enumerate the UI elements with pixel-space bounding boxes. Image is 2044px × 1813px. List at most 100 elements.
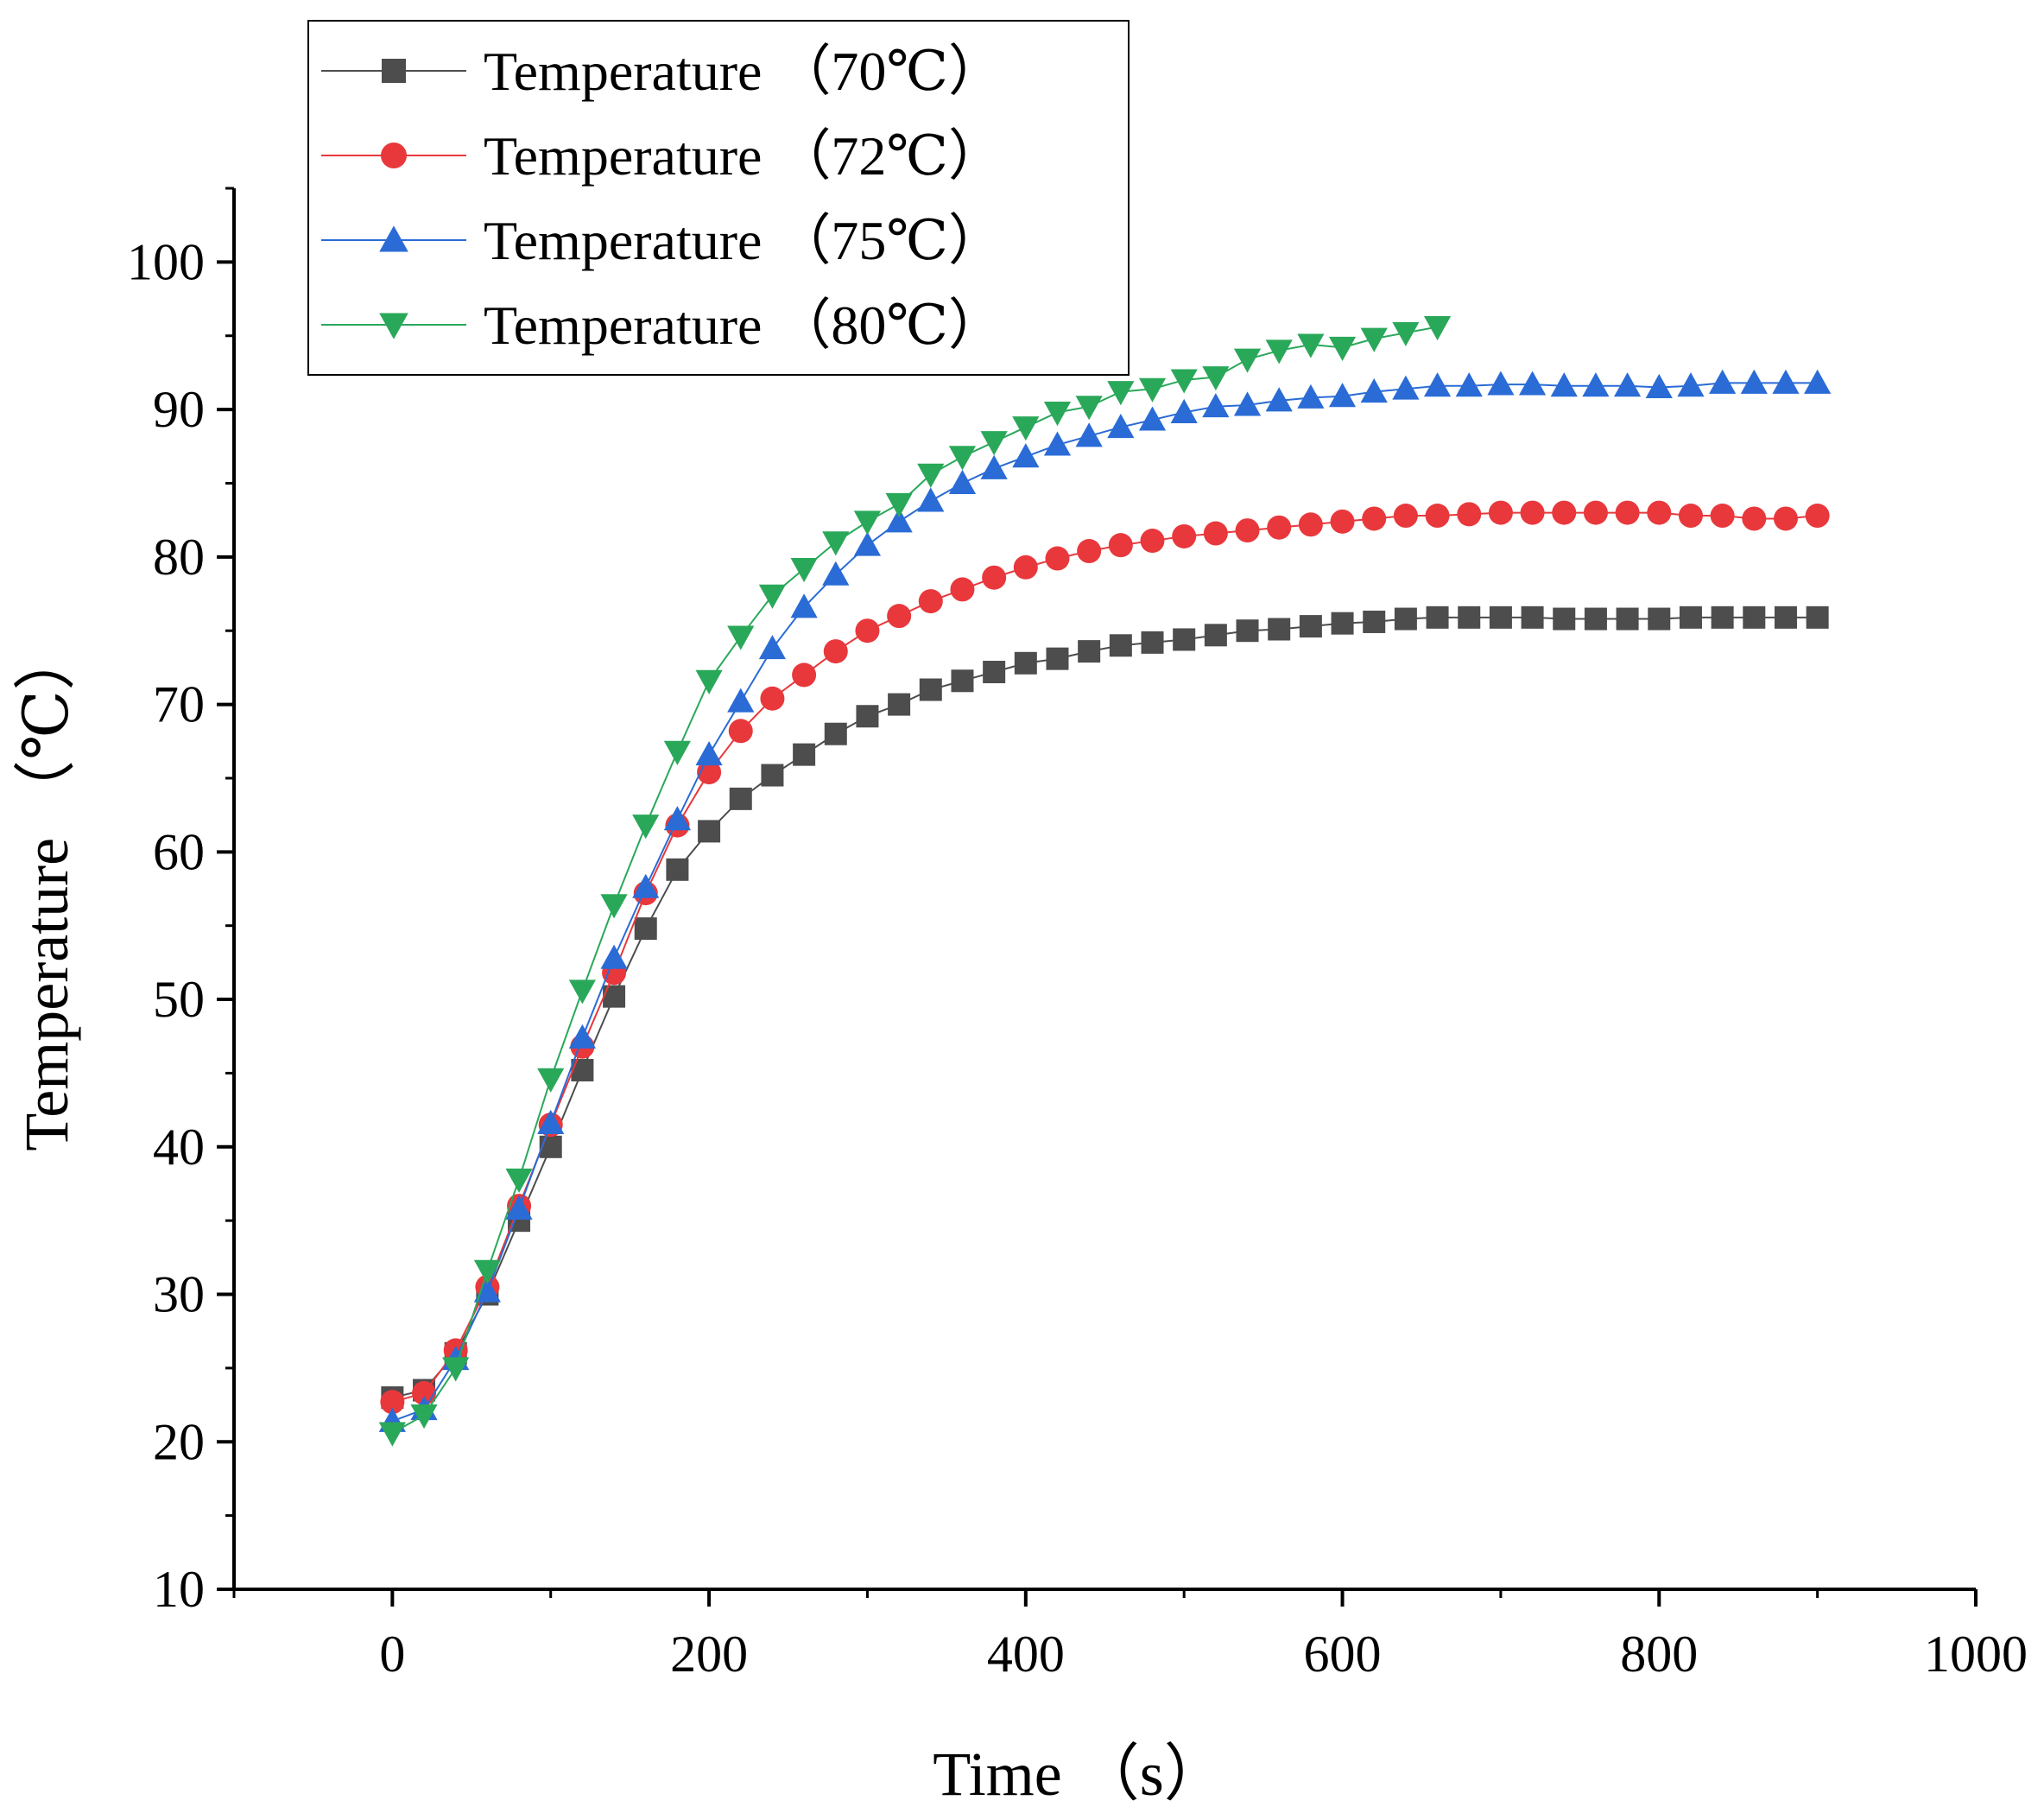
data-point (634, 917, 657, 941)
data-point (1043, 402, 1072, 427)
data-point (1328, 336, 1357, 361)
data-point (885, 492, 913, 517)
data-point (632, 815, 660, 840)
data-point (505, 1168, 533, 1193)
data-point (1518, 371, 1547, 396)
data-point (855, 618, 880, 643)
series-layer (378, 316, 1832, 1447)
data-point (980, 431, 1008, 456)
series-3 (378, 316, 1452, 1447)
x-axis-title: Time （s） (933, 1740, 1225, 1809)
data-point (603, 985, 626, 1008)
legend-label: Temperature （75℃） (484, 210, 1003, 271)
data-point (1109, 634, 1132, 657)
data-point (1330, 509, 1355, 534)
data-point (1141, 631, 1164, 654)
data-point (663, 740, 692, 765)
legend-marker (379, 225, 408, 252)
data-point (537, 1068, 565, 1093)
data-point (917, 463, 945, 488)
x-tick-label: 600 (1304, 1626, 1382, 1683)
data-point (1236, 619, 1259, 643)
data-point (1550, 372, 1578, 397)
data-point (1202, 393, 1230, 418)
data-point (1806, 605, 1829, 629)
data-point (1138, 406, 1167, 431)
data-point (1107, 413, 1135, 439)
data-point (758, 584, 787, 609)
data-point (1487, 371, 1515, 396)
data-point (951, 669, 974, 693)
data-point (1520, 500, 1545, 525)
series-2 (378, 369, 1832, 1432)
data-point (505, 1195, 533, 1220)
data-point (1742, 506, 1767, 531)
data-point (790, 558, 818, 583)
y-tick-label: 80 (153, 529, 205, 586)
data-point (1331, 612, 1354, 635)
data-point (727, 688, 755, 713)
data-point (442, 1357, 470, 1382)
data-point (1614, 372, 1642, 397)
data-point (1363, 610, 1386, 633)
data-point (568, 979, 596, 1005)
data-point (568, 1024, 596, 1049)
data-point (982, 565, 1007, 590)
data-point (666, 858, 689, 881)
data-point (856, 705, 879, 728)
y-tick-label: 90 (153, 381, 205, 438)
data-point (1393, 504, 1418, 529)
data-point (853, 531, 882, 556)
data-point (473, 1277, 501, 1303)
data-point (790, 593, 818, 618)
data-point (853, 510, 882, 536)
data-point (410, 1404, 438, 1429)
x-tick-label: 200 (670, 1626, 748, 1683)
data-point (1426, 605, 1449, 629)
data-point (792, 662, 817, 688)
data-point (1584, 607, 1607, 631)
data-point (1489, 605, 1512, 629)
data-point (1583, 500, 1608, 525)
data-point (1392, 321, 1420, 346)
data-point (950, 577, 975, 602)
x-tick-label: 800 (1620, 1626, 1698, 1683)
x-tick-label: 400 (987, 1626, 1065, 1683)
data-point (1140, 529, 1165, 554)
series-line (392, 616, 1818, 1399)
data-point (948, 469, 977, 494)
data-point (1202, 366, 1230, 391)
data-point (1360, 378, 1388, 403)
data-point (1265, 339, 1293, 365)
data-point (1553, 607, 1576, 631)
data-point (1235, 518, 1260, 543)
y-tick-label: 100 (127, 233, 205, 290)
legend-marker (382, 59, 406, 83)
legend-marker (381, 143, 407, 168)
data-point (729, 787, 752, 810)
series-line (392, 511, 1818, 1404)
data-point (1709, 369, 1737, 394)
data-point (539, 1135, 562, 1158)
data-point (1233, 391, 1262, 416)
data-point (917, 487, 945, 512)
legend-label: Temperature （80℃） (484, 295, 1003, 356)
data-point (1392, 375, 1420, 400)
data-point (1013, 555, 1038, 580)
data-point (473, 1259, 501, 1284)
data-point (698, 820, 721, 843)
data-point (1014, 651, 1037, 675)
data-point (1773, 506, 1798, 531)
data-point (1772, 369, 1800, 394)
y-tick-label: 70 (153, 676, 205, 733)
data-point (1045, 546, 1070, 571)
data-point (758, 635, 787, 660)
data-point (1203, 521, 1228, 546)
x-tick-label: 1000 (1924, 1626, 2028, 1683)
data-point (1298, 512, 1323, 537)
data-point (822, 531, 850, 556)
data-point (1677, 372, 1705, 397)
legend-label: Temperature （70℃） (484, 41, 1003, 102)
data-point (1552, 500, 1577, 525)
data-point (1774, 605, 1797, 629)
